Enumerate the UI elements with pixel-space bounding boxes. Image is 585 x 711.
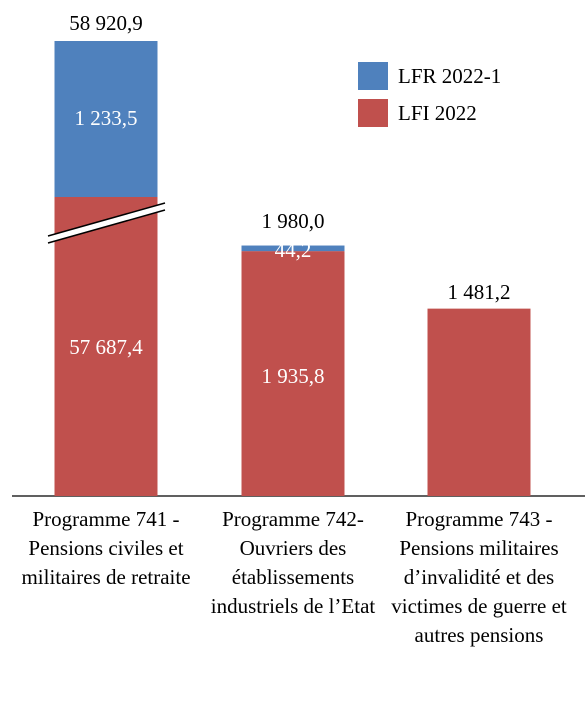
- axis-break-gap: [48, 203, 165, 243]
- total-label-programme-741: 58 920,9: [69, 11, 143, 35]
- value-label-lfr-programme-742: 44,2: [275, 238, 312, 262]
- legend-swatch-lfi: [358, 99, 388, 127]
- bar-lfi-programme-742: [241, 251, 345, 496]
- legend-swatch-lfr: [358, 62, 388, 90]
- bar-lfr-programme-742: [241, 245, 345, 252]
- axis-break-line-2: [47, 209, 166, 244]
- axis-break-line-1: [47, 202, 166, 237]
- category-label-programme-742: Programme 742- Ouvriers des établissemen…: [210, 507, 376, 618]
- value-label-lfi-programme-742: 1 935,8: [262, 364, 325, 388]
- value-label-lfi-programme-741: 57 687,4: [69, 335, 143, 359]
- bar-lfi-programme-743: [427, 308, 531, 496]
- legend-item-lfi: LFI 2022: [358, 99, 477, 127]
- legend-item-lfr: LFR 2022-1: [358, 62, 501, 90]
- legend-label-lfr: LFR 2022-1: [398, 63, 502, 88]
- legend-label-lfi: LFI 2022: [398, 100, 477, 125]
- value-label-lfr-programme-741: 1 233,5: [75, 106, 138, 130]
- bar-lfi-programme-741: [54, 197, 158, 496]
- bar-lfr-programme-741: [54, 41, 158, 197]
- total-label-programme-742: 1 980,0: [262, 209, 325, 233]
- total-label-programme-743: 1 481,2: [448, 280, 511, 304]
- category-label-programme-741: Programme 741 - Pensions civiles et mili…: [21, 507, 191, 589]
- category-label-programme-743: Programme 743 - Pensions militaires d’in…: [391, 507, 567, 647]
